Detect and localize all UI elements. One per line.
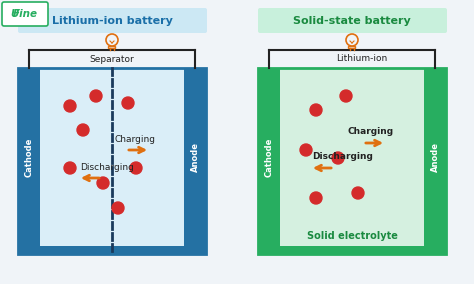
Circle shape — [112, 202, 124, 214]
Bar — [18, 68, 206, 254]
Text: Charging: Charging — [348, 127, 394, 136]
Bar — [258, 68, 446, 254]
Bar — [18, 68, 206, 246]
Bar — [18, 246, 206, 254]
Text: Cathode: Cathode — [25, 137, 34, 177]
Bar — [424, 68, 446, 246]
Circle shape — [340, 90, 352, 102]
Circle shape — [64, 162, 76, 174]
Bar — [40, 68, 184, 246]
Text: Fine: Fine — [12, 9, 37, 19]
Circle shape — [310, 192, 322, 204]
Bar — [18, 68, 40, 246]
Bar — [348, 45, 356, 48]
Text: Cathode: Cathode — [264, 137, 273, 177]
Text: Solid electrolyte: Solid electrolyte — [307, 231, 397, 241]
Text: Anode: Anode — [191, 142, 200, 172]
Text: Charging: Charging — [115, 135, 156, 144]
FancyBboxPatch shape — [18, 8, 207, 33]
Circle shape — [90, 90, 102, 102]
Circle shape — [106, 34, 118, 46]
Circle shape — [346, 34, 358, 46]
Text: Lithium-ion battery: Lithium-ion battery — [52, 16, 173, 26]
FancyBboxPatch shape — [2, 2, 48, 26]
Text: Solid-state battery: Solid-state battery — [293, 16, 411, 26]
Circle shape — [352, 187, 364, 199]
Text: Discharging: Discharging — [312, 152, 373, 161]
Bar — [258, 68, 280, 246]
Circle shape — [310, 104, 322, 116]
FancyBboxPatch shape — [258, 8, 447, 33]
Circle shape — [130, 162, 142, 174]
Bar — [258, 68, 446, 246]
Bar — [184, 68, 206, 246]
Circle shape — [332, 152, 344, 164]
Text: U: U — [10, 9, 18, 19]
Circle shape — [77, 124, 89, 136]
Bar — [109, 45, 116, 48]
Circle shape — [97, 177, 109, 189]
Text: Lithium-ion: Lithium-ion — [337, 54, 388, 63]
Bar — [258, 246, 446, 254]
Circle shape — [64, 100, 76, 112]
Text: Anode: Anode — [430, 142, 439, 172]
Circle shape — [300, 144, 312, 156]
Text: Separator: Separator — [90, 55, 134, 64]
Circle shape — [122, 97, 134, 109]
Text: Discharging: Discharging — [80, 163, 134, 172]
